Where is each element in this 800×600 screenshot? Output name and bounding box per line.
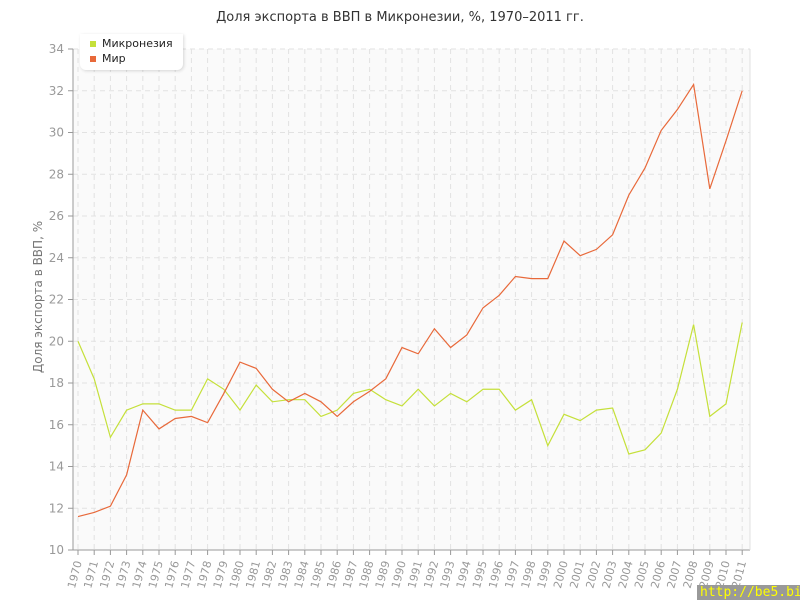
y-tick-label: 12 xyxy=(49,501,64,515)
chart-title: Доля экспорта в ВВП в Микронезии, %, 197… xyxy=(216,10,584,25)
y-tick-label: 30 xyxy=(49,126,64,140)
series-line-0 xyxy=(77,322,743,455)
y-tick-label: 14 xyxy=(49,460,64,474)
legend-item-micronesia[interactable]: Микронезия xyxy=(90,36,173,51)
y-tick-label: 28 xyxy=(49,167,64,181)
y-tick-label: 10 xyxy=(49,543,64,557)
y-tick-label: 24 xyxy=(49,251,64,265)
legend-item-world[interactable]: Мир xyxy=(90,51,173,66)
legend-swatch xyxy=(90,41,96,47)
legend-label: Мир xyxy=(102,52,126,65)
watermark[interactable]: http://be5.biz/ xyxy=(697,585,800,600)
legend-swatch xyxy=(90,56,96,62)
y-tick-label: 16 xyxy=(49,418,64,432)
legend: Микронезия Мир xyxy=(80,34,183,70)
y-tick-label: 20 xyxy=(49,334,64,348)
y-tick-label: 18 xyxy=(49,376,64,390)
y-tick-label: 34 xyxy=(49,42,64,56)
legend-label: Микронезия xyxy=(102,37,173,50)
series-line-1 xyxy=(77,82,743,518)
y-tick-label: 22 xyxy=(49,293,64,307)
y-tick-label: 32 xyxy=(49,84,64,98)
y-tick-label: 26 xyxy=(49,209,64,223)
